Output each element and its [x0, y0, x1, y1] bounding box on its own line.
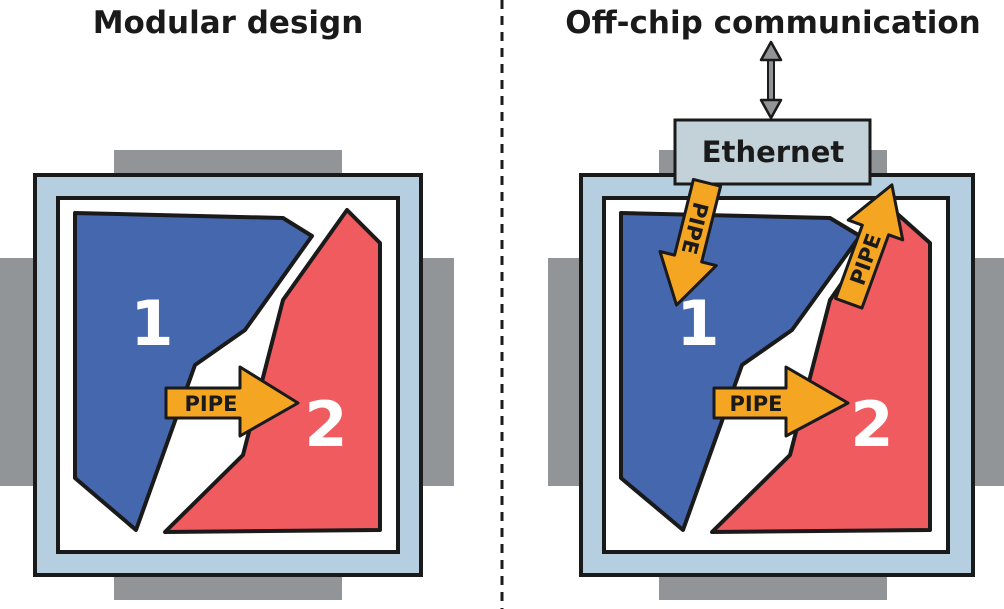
left-panel: Modular design 1 2 PIPE	[0, 5, 454, 600]
chip-pin-right	[970, 258, 1004, 486]
pipe-label-main: PIPE	[730, 392, 783, 416]
module-2-block	[163, 208, 382, 534]
pipe-label: PIPE	[185, 392, 238, 416]
module-2-label: 2	[850, 388, 893, 461]
ethernet-label: Ethernet	[702, 135, 845, 169]
right-panel-title: Off-chip communication	[565, 5, 981, 41]
right-panel: Off-chip communication 1 2 PIPE Ethernet	[548, 5, 1004, 600]
chip-pin-right	[420, 258, 454, 486]
module-2-label: 2	[304, 388, 347, 461]
chip-pin-left	[0, 258, 36, 486]
module-1-label: 1	[130, 287, 173, 360]
chip-pin-left	[548, 258, 584, 486]
pipe-arrow-main	[712, 365, 850, 438]
chip-pin-bottom	[659, 574, 887, 600]
module-2-block	[710, 208, 932, 534]
off-chip-link-arrow	[759, 40, 783, 120]
left-panel-title: Modular design	[93, 5, 364, 41]
pipe-arrow	[164, 365, 300, 438]
module-1-block	[73, 211, 314, 532]
ethernet-box	[673, 118, 872, 186]
chip-pin-top	[114, 150, 342, 176]
chip-pin-bottom	[114, 574, 342, 600]
